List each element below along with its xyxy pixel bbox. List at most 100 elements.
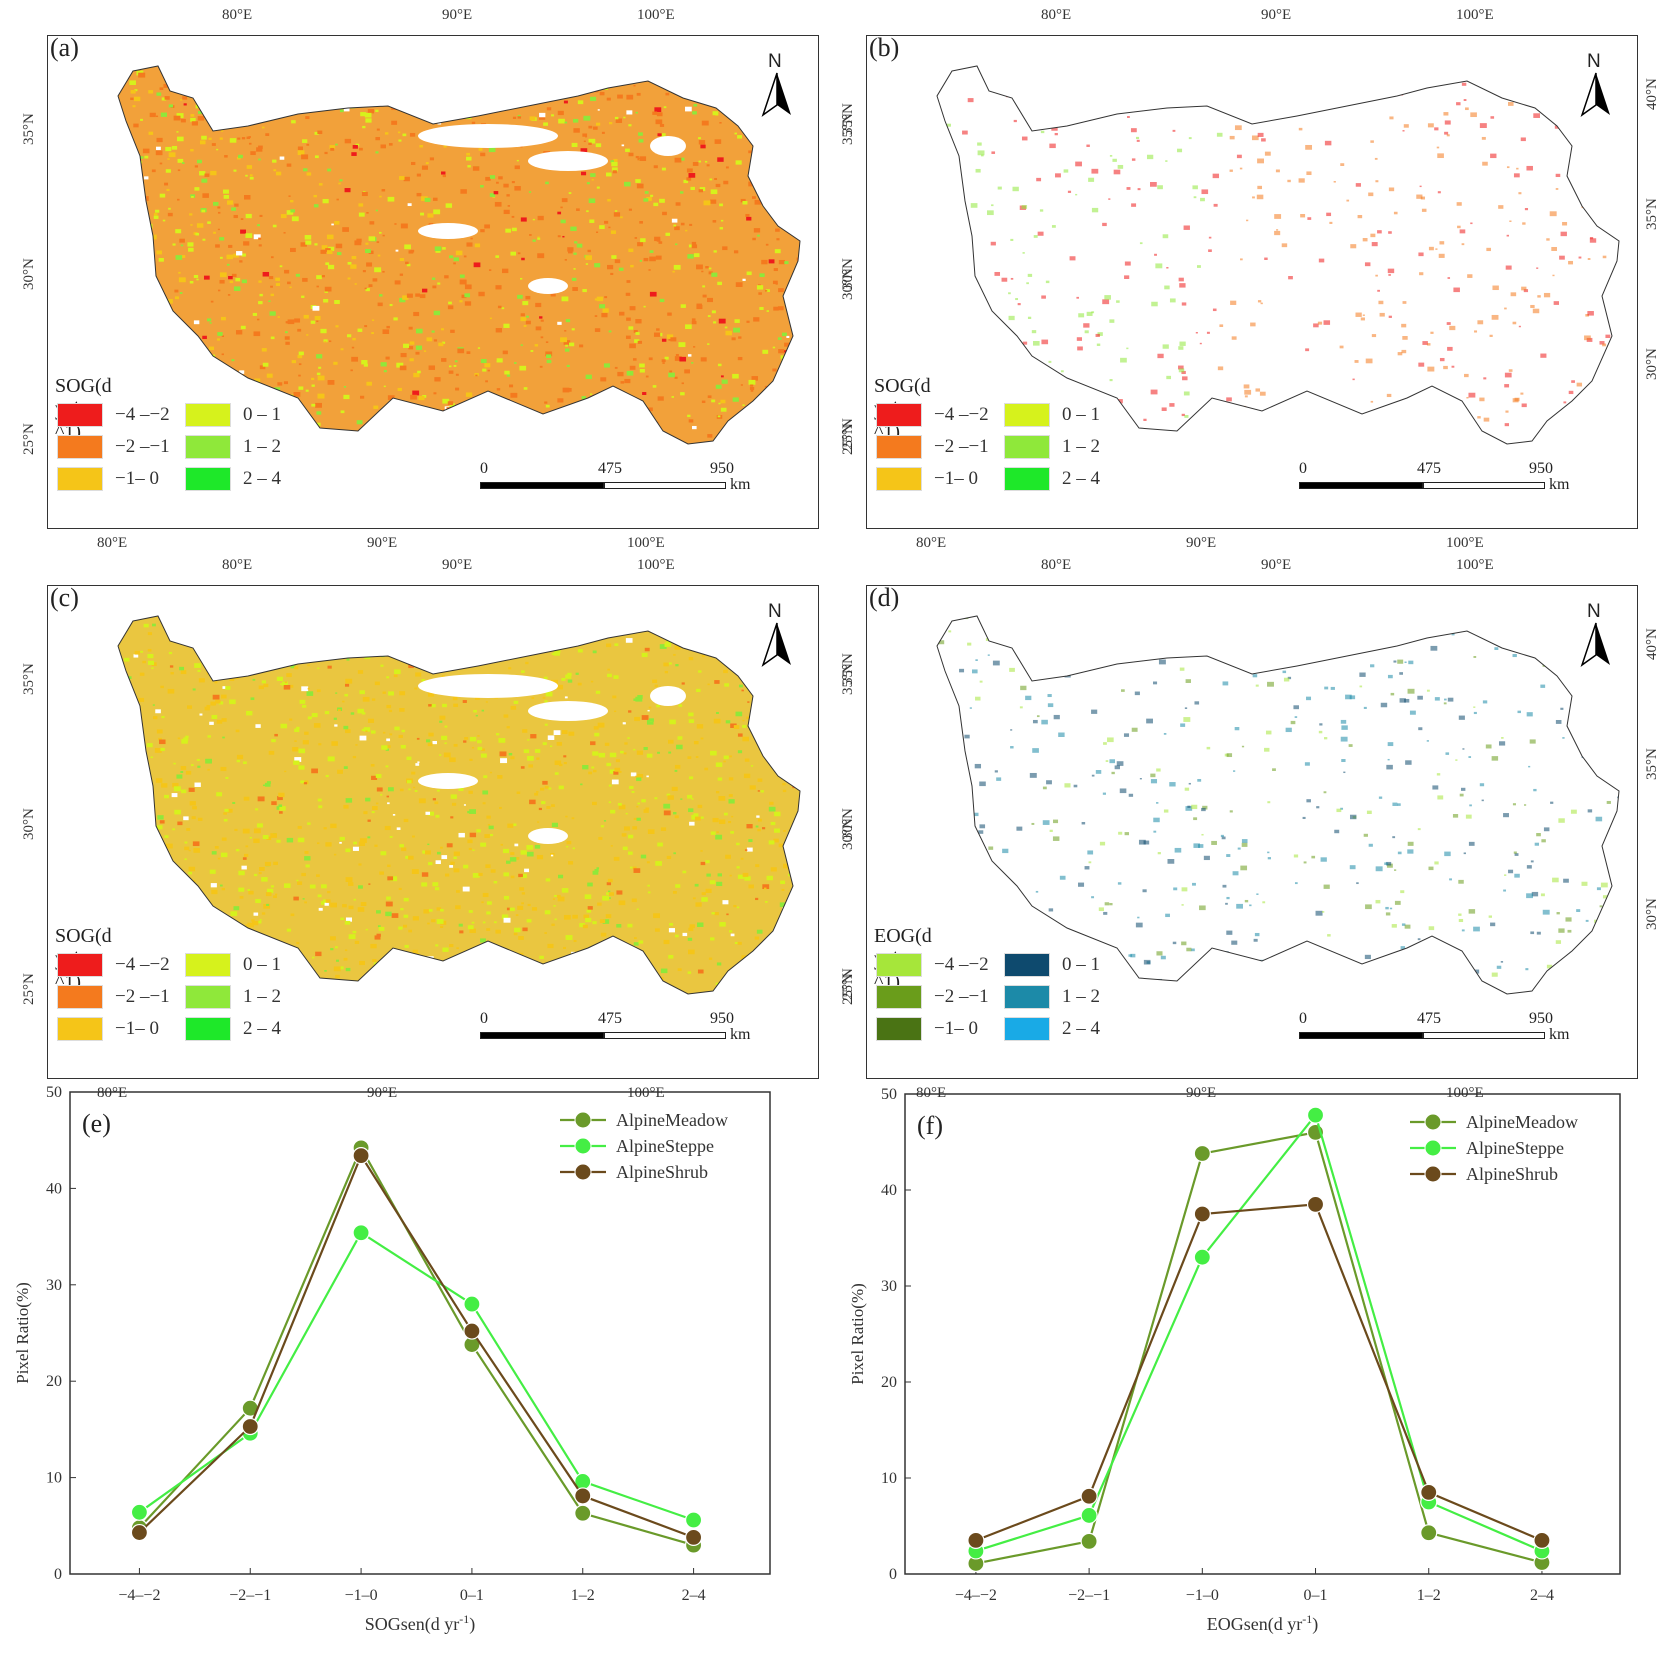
series-line (138, 1153, 694, 1539)
lon-label-top: 90°E (442, 7, 473, 23)
y-tick-label: 40 (46, 1180, 62, 1197)
plateau-outline (936, 615, 1620, 995)
legend-swatch (185, 953, 231, 977)
legend-item: 1 – 2 (185, 983, 281, 1011)
lat-label-inner: 30°N (840, 818, 856, 850)
series-line (138, 1145, 694, 1547)
lon-label-top: 100°E (1456, 557, 1494, 573)
lon-label-bottom: 90°E (367, 535, 398, 551)
y-tick-label: 30 (881, 1278, 897, 1295)
lon-label-top: 90°E (1261, 7, 1292, 23)
legend-marker (574, 1163, 592, 1181)
legend-item: 2 – 4 (1004, 1015, 1100, 1043)
y-tick-label: 20 (46, 1373, 62, 1390)
data-point (463, 1295, 481, 1313)
legend-swatch (185, 985, 231, 1009)
x-tick-label: 0–1 (460, 1587, 484, 1604)
legend-label: −2 –−1 (115, 986, 170, 1007)
legend-swatch (876, 985, 922, 1009)
north-arrow-icon: N (1576, 51, 1616, 125)
y-tick-label: 30 (46, 1277, 62, 1294)
legend-item: −4 –−2 (876, 401, 989, 429)
x-tick-label: −1–0 (345, 1587, 378, 1604)
lon-label-top: 80°E (222, 557, 253, 573)
panel-label: (b) (869, 33, 900, 62)
legend-label: −1– 0 (934, 1018, 978, 1039)
scale-bar-filled (1299, 1032, 1423, 1039)
legend-label: 1 – 2 (1062, 436, 1100, 457)
legend-item: −4 –−2 (876, 951, 989, 979)
map-frame (47, 35, 819, 529)
scale-bar-empty (1423, 482, 1545, 489)
legend-item: −2 –−1 (57, 433, 170, 461)
legend-label: 2 – 4 (1062, 1018, 1100, 1039)
data-point (684, 1528, 703, 1546)
legend-swatch (57, 1017, 103, 1041)
lon-label-top: 80°E (1041, 557, 1072, 573)
legend-label: −4 –−2 (115, 954, 170, 975)
legend-item: −4 –−2 (57, 951, 170, 979)
legend-label: AlpineMeadow (616, 1110, 728, 1130)
lat-label-right: 40°N (1644, 628, 1660, 660)
lon-label-bottom: 100°E (627, 535, 665, 551)
legend-swatch (876, 953, 922, 977)
y-axis-label: Pixel Ratio(%) (13, 1282, 32, 1384)
y-axis-label: Pixel Ratio(%) (848, 1283, 867, 1385)
lat-label-right: 30°N (1644, 898, 1660, 930)
scale-tick-label: 950 (1529, 1010, 1553, 1027)
legend-swatch (1004, 953, 1050, 977)
lon-label-bottom: 90°E (367, 1085, 398, 1101)
lat-label-left: 30°N (21, 258, 37, 290)
panel-label: (d) (869, 583, 900, 612)
legend-swatch (1004, 467, 1050, 491)
scale-unit: km (1549, 1026, 1570, 1043)
legend-swatch (185, 435, 231, 459)
legend-swatch (57, 953, 103, 977)
legend-item: 0 – 1 (1004, 951, 1100, 979)
data-point (1080, 1506, 1098, 1525)
lon-label-bottom: 90°E (1186, 1085, 1217, 1101)
legend-swatch (57, 467, 103, 491)
x-tick-label: −4–−2 (118, 1587, 160, 1604)
data-point (684, 1511, 703, 1529)
lat-label-right: 30°N (1644, 348, 1660, 380)
y-tick-label: 20 (881, 1374, 897, 1391)
plateau-outline (117, 615, 801, 995)
lat-label-inner: 25°N (840, 418, 856, 450)
x-axis-label: SOGsen(d yr-1) (365, 1612, 476, 1635)
scale-tick-label: 950 (1529, 460, 1553, 477)
data-point (1080, 1487, 1098, 1505)
lon-label-bottom: 100°E (627, 1085, 665, 1101)
data-point (574, 1504, 592, 1522)
panel-label: (a) (50, 33, 79, 62)
scale-bar-filled (480, 1032, 604, 1039)
x-tick-label: −2–−1 (229, 1587, 271, 1604)
y-tick-label: 50 (881, 1086, 897, 1103)
data-point (1420, 1524, 1438, 1542)
lon-label-top: 100°E (637, 557, 675, 573)
legend-item: 1 – 2 (1004, 433, 1100, 461)
lon-label-top: 80°E (222, 7, 253, 23)
legend-marker (1424, 1165, 1442, 1183)
scale-tick-label: 0 (1299, 1010, 1307, 1027)
lon-label-top: 90°E (1261, 557, 1292, 573)
north-arrow-icon: N (757, 601, 797, 675)
y-tick-label: 10 (881, 1470, 897, 1487)
plateau-outline (936, 65, 1620, 445)
legend-label: 1 – 2 (243, 986, 281, 1007)
legend-label: AlpineSteppe (616, 1136, 714, 1156)
scale-unit: km (1549, 476, 1570, 493)
data-point (463, 1322, 481, 1340)
legend-label: AlpineMeadow (1466, 1112, 1578, 1132)
legend-item: −2 –−1 (876, 983, 989, 1011)
plateau-map (117, 615, 801, 995)
lon-label-bottom: 100°E (1446, 1085, 1484, 1101)
x-tick-label: 2–4 (1530, 1587, 1554, 1604)
plateau-outline (117, 65, 801, 445)
panel-label: (f) (917, 1111, 943, 1140)
scale-tick-label: 950 (710, 1010, 734, 1027)
lat-label-right: 35°N (1644, 748, 1660, 780)
legend-label: 2 – 4 (243, 468, 281, 489)
legend-item: −1– 0 (57, 1015, 159, 1043)
lat-label-inner: 35°N (840, 653, 856, 685)
